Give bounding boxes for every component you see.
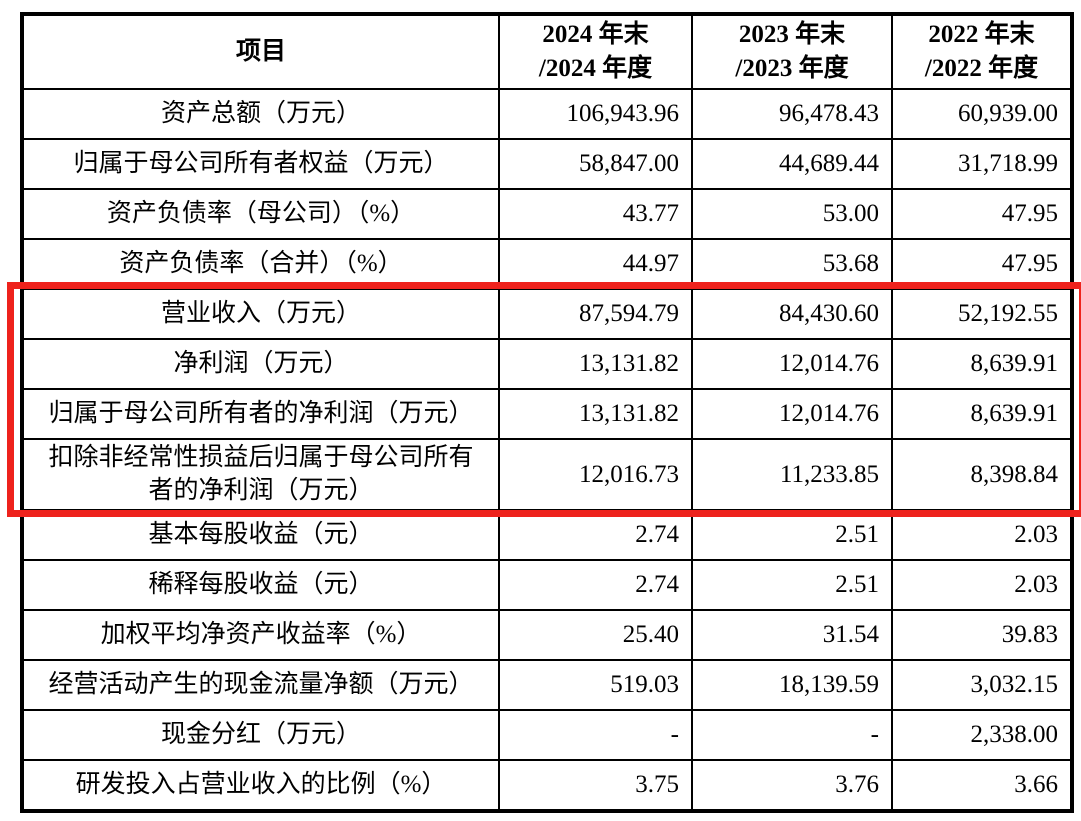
row-label: 资产负债率（合并）（%） bbox=[21, 238, 500, 290]
row-value: 25.40 bbox=[498, 609, 693, 661]
row-label: 净利润（万元） bbox=[21, 338, 500, 390]
table-row: 归属于母公司所有者的净利润（万元） 13,131.82 12,014.76 8,639… bbox=[21, 388, 1073, 440]
header-cell-item: 项目 bbox=[21, 13, 500, 90]
row-label: 扣除非经常性损益后归属于母公司所有 者的净利润（万元） bbox=[21, 438, 500, 511]
table-row: 归属于母公司所有者权益（万元） 58,847.00 44,689.44 31,718.… bbox=[21, 138, 1073, 190]
row-label: 基本每股收益（元） bbox=[21, 509, 500, 561]
table-body: 资产总额（万元） 106,943.96 96,478.43 60,939.00 归属于母… bbox=[21, 88, 1073, 812]
row-value: 3.76 bbox=[691, 759, 893, 812]
table-row: 资产负债率（合并）（%） 44.97 53.68 47.95 bbox=[21, 238, 1073, 290]
row-label: 经营活动产生的现金流量净额（万元） bbox=[21, 659, 500, 711]
row-label: 资产负债率（母公司）（%） bbox=[21, 188, 500, 240]
header-cell-2023: 2023 年末 /2023 年度 bbox=[691, 13, 893, 90]
row-value: 11,233.85 bbox=[691, 438, 893, 511]
row-value: 53.68 bbox=[691, 238, 893, 290]
row-value: 18,139.59 bbox=[691, 659, 893, 711]
row-value: 3.75 bbox=[498, 759, 693, 812]
row-value: 84,430.60 bbox=[691, 288, 893, 340]
financial-summary-table: 项目 2024 年末 /2024 年度 2023 年末 /2023 年度 202… bbox=[20, 12, 1074, 813]
row-value: 2.51 bbox=[691, 559, 893, 611]
row-value: 12,014.76 bbox=[691, 388, 893, 440]
row-value: 3,032.15 bbox=[891, 659, 1073, 711]
row-value: 2.74 bbox=[498, 509, 693, 561]
row-value: - bbox=[691, 709, 893, 761]
row-value: 44,689.44 bbox=[691, 138, 893, 190]
row-value: 60,939.00 bbox=[891, 88, 1073, 140]
row-value: 519.03 bbox=[498, 659, 693, 711]
row-value: 87,594.79 bbox=[498, 288, 693, 340]
table-wrap: 项目 2024 年末 /2024 年度 2023 年末 /2023 年度 202… bbox=[7, 12, 1081, 813]
row-label: 现金分红（万元） bbox=[21, 709, 500, 761]
row-value: 2.74 bbox=[498, 559, 693, 611]
row-value: 8,639.91 bbox=[891, 388, 1073, 440]
row-label: 研发投入占营业收入的比例（%） bbox=[21, 759, 500, 812]
row-value: 43.77 bbox=[498, 188, 693, 240]
table-row: 营业收入（万元） 87,594.79 84,430.60 52,192.55 bbox=[21, 288, 1073, 340]
row-label: 稀释每股收益（元） bbox=[21, 559, 500, 611]
row-value: 96,478.43 bbox=[691, 88, 893, 140]
table-row: 净利润（万元） 13,131.82 12,014.76 8,639.91 bbox=[21, 338, 1073, 390]
row-label: 资产总额（万元） bbox=[21, 88, 500, 140]
table-row: 基本每股收益（元） 2.74 2.51 2.03 bbox=[21, 509, 1073, 561]
row-label: 营业收入（万元） bbox=[21, 288, 500, 340]
row-value: 47.95 bbox=[891, 238, 1073, 290]
table-row: 经营活动产生的现金流量净额（万元） 519.03 18,139.59 3,032.15 bbox=[21, 659, 1073, 711]
row-value: 2.03 bbox=[891, 509, 1073, 561]
row-value: 2.03 bbox=[891, 559, 1073, 611]
row-value: 2.51 bbox=[691, 509, 893, 561]
row-value: 39.83 bbox=[891, 609, 1073, 661]
row-value: 31.54 bbox=[691, 609, 893, 661]
table-row: 现金分红（万元） - -2,338.00 bbox=[21, 709, 1073, 761]
table-row: 资产总额（万元） 106,943.96 96,478.43 60,939.00 bbox=[21, 88, 1073, 140]
row-value: 52,192.55 bbox=[891, 288, 1073, 340]
header-row: 项目 2024 年末 /2024 年度 2023 年末 /2023 年度 202… bbox=[21, 13, 1073, 90]
header-cell-2022: 2022 年末 /2022 年度 bbox=[891, 13, 1073, 90]
table-row: 稀释每股收益（元） 2.74 2.51 2.03 bbox=[21, 559, 1073, 611]
row-value: 12,016.73 bbox=[498, 438, 693, 511]
row-label: 加权平均净资产收益率（%） bbox=[21, 609, 500, 661]
row-value: 8,398.84 bbox=[891, 438, 1073, 511]
row-value: 12,014.76 bbox=[691, 338, 893, 390]
row-value: 58,847.00 bbox=[498, 138, 693, 190]
table-row: 资产负债率（母公司）（%） 43.77 53.00 47.95 bbox=[21, 188, 1073, 240]
table-row: 研发投入占营业收入的比例（%） 3.75 3.76 3.66 bbox=[21, 759, 1073, 812]
row-value: 8,639.91 bbox=[891, 338, 1073, 390]
row-value: 31,718.99 bbox=[891, 138, 1073, 190]
row-value: 53.00 bbox=[691, 188, 893, 240]
row-value: 13,131.82 bbox=[498, 388, 693, 440]
row-value: 3.66 bbox=[891, 759, 1073, 812]
row-value: 106,943.96 bbox=[498, 88, 693, 140]
header-cell-2024: 2024 年末 /2024 年度 bbox=[498, 13, 693, 90]
row-value: - bbox=[498, 709, 693, 761]
row-value: 44.97 bbox=[498, 238, 693, 290]
row-label: 归属于母公司所有者权益（万元） bbox=[21, 138, 500, 190]
row-value: 13,131.82 bbox=[498, 338, 693, 390]
row-value: 2,338.00 bbox=[891, 709, 1073, 761]
table-row: 加权平均净资产收益率（%） 25.40 31.54 39.83 bbox=[21, 609, 1073, 661]
table-row: 扣除非经常性损益后归属于母公司所有 者的净利润（万元） 12,016.73 11,2… bbox=[21, 438, 1073, 511]
row-label: 归属于母公司所有者的净利润（万元） bbox=[21, 388, 500, 440]
row-value: 47.95 bbox=[891, 188, 1073, 240]
